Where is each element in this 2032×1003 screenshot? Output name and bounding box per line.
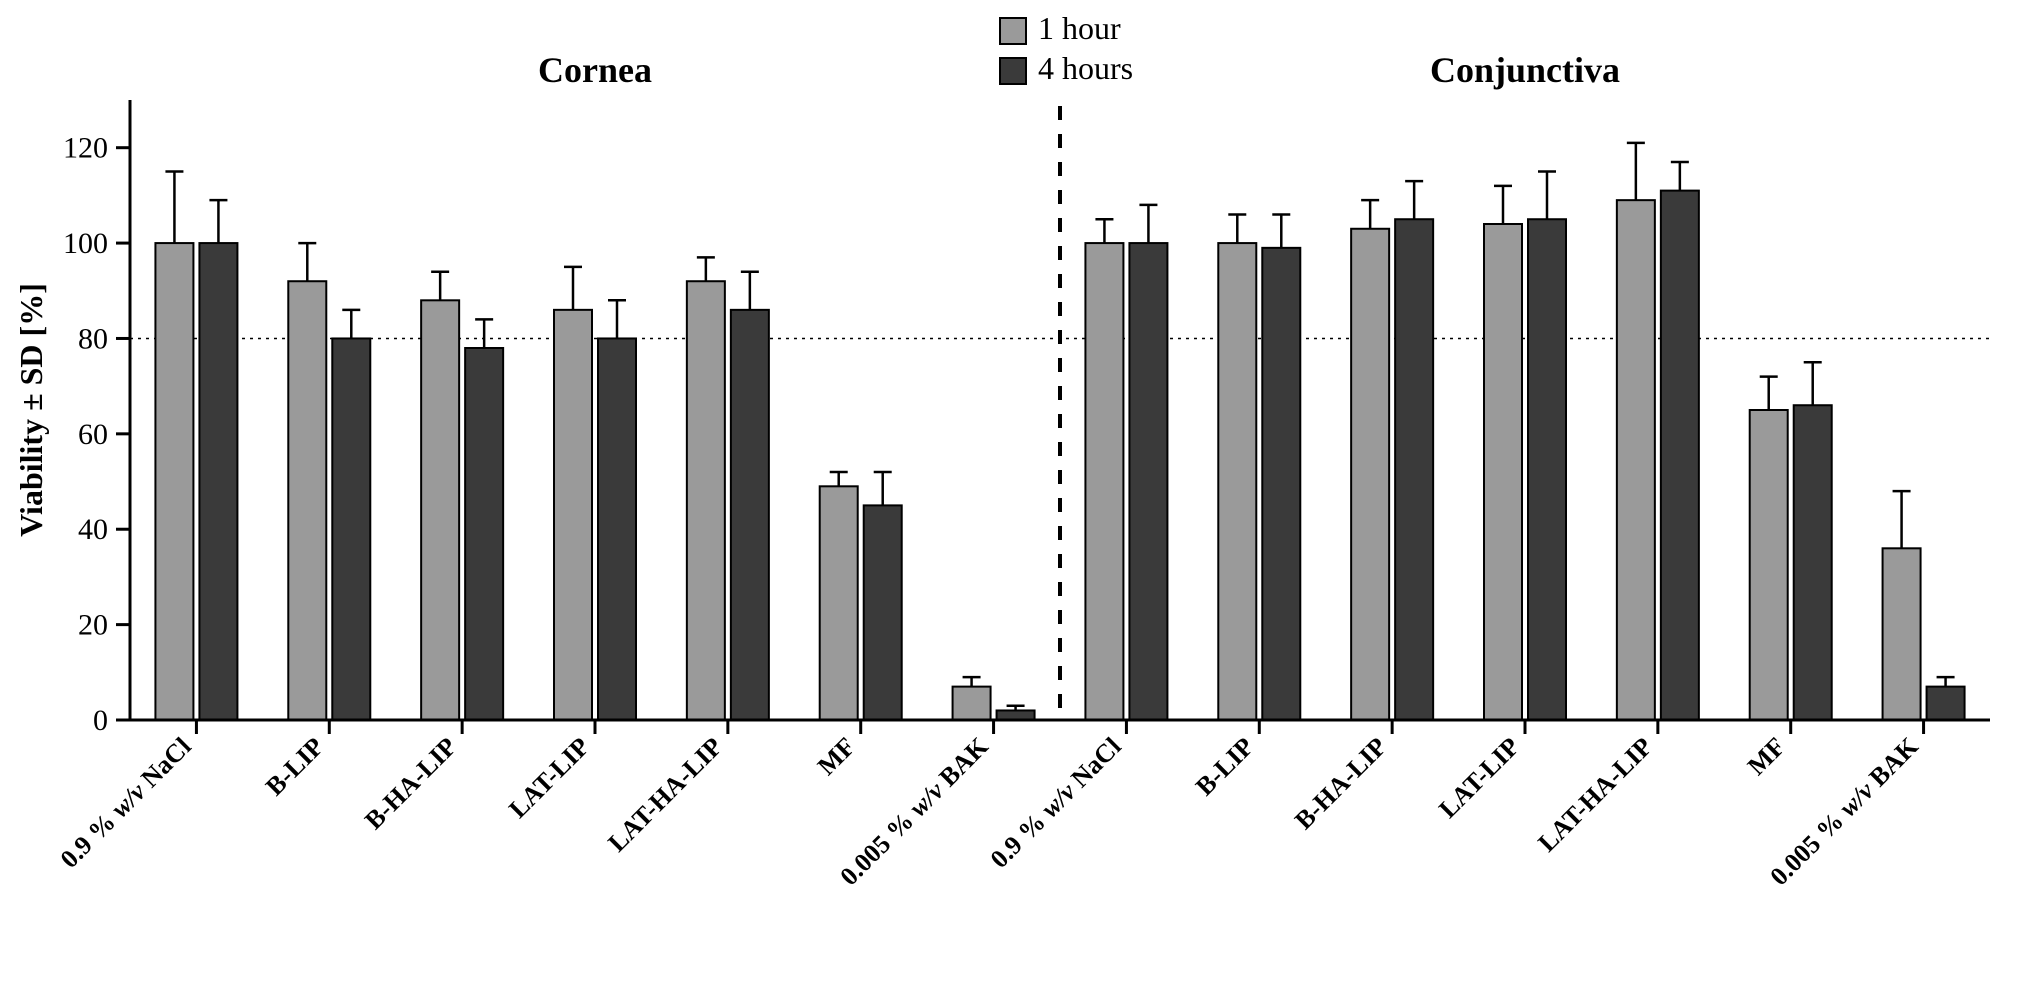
legend-swatch bbox=[1000, 18, 1026, 44]
bar bbox=[598, 338, 636, 720]
bar bbox=[1484, 224, 1522, 720]
viability-bar-chart: 0 20 40 60 80 100 120 Viability ± SD [%] 0.9 % w… bbox=[0, 0, 2032, 1003]
bar bbox=[465, 348, 503, 720]
bar bbox=[554, 310, 592, 720]
bar bbox=[1750, 410, 1788, 720]
bar bbox=[1351, 229, 1389, 720]
x-tick-label: B-LIP bbox=[1190, 732, 1260, 802]
bar bbox=[421, 300, 459, 720]
bar bbox=[953, 687, 991, 720]
bar bbox=[1883, 548, 1921, 720]
x-tick-label: MF bbox=[812, 732, 861, 781]
bar bbox=[687, 281, 725, 720]
legend-label: 4 hours bbox=[1038, 50, 1133, 86]
bar bbox=[288, 281, 326, 720]
x-tick-label: 0.005 % w/v BAK bbox=[834, 731, 994, 891]
bar bbox=[1395, 219, 1433, 720]
x-tick-label: LAT-HA-LIP bbox=[602, 732, 728, 858]
bar bbox=[1262, 248, 1300, 720]
y-tick-label: 60 bbox=[78, 418, 108, 451]
y-tick-label: 20 bbox=[78, 609, 108, 642]
bar bbox=[1528, 219, 1566, 720]
x-tick-label: LAT-LIP bbox=[1433, 732, 1525, 824]
x-tick-label: 0.005 % w/v BAK bbox=[1764, 731, 1924, 891]
panel-title: Cornea bbox=[538, 50, 652, 90]
x-tick-label: MF bbox=[1742, 732, 1791, 781]
legend-swatch bbox=[1000, 58, 1026, 84]
bar bbox=[731, 310, 769, 720]
x-tick-label: B-HA-LIP bbox=[359, 732, 462, 835]
x-tick-label: LAT-HA-LIP bbox=[1532, 732, 1658, 858]
y-tick-label: 40 bbox=[78, 513, 108, 546]
panel-title: Conjunctiva bbox=[1430, 50, 1620, 90]
bar bbox=[820, 486, 858, 720]
bar bbox=[1617, 200, 1655, 720]
x-tick-label: B-HA-LIP bbox=[1289, 732, 1392, 835]
x-tick-label: LAT-LIP bbox=[503, 732, 595, 824]
legend-label: 1 hour bbox=[1038, 10, 1121, 46]
x-tick-label: B-LIP bbox=[260, 732, 330, 802]
bar bbox=[1129, 243, 1167, 720]
bar bbox=[155, 243, 193, 720]
y-axis-label: Viability ± SD [%] bbox=[13, 283, 49, 537]
y-tick-label: 0 bbox=[93, 704, 108, 737]
y-tick-label: 80 bbox=[78, 322, 108, 355]
bar bbox=[1927, 687, 1965, 720]
chart-container: 0 20 40 60 80 100 120 Viability ± SD [%] 0.9 % w… bbox=[0, 0, 2032, 1003]
bar bbox=[864, 505, 902, 720]
bar bbox=[1794, 405, 1832, 720]
x-tick-label: 0.9 % w/v NaCl bbox=[55, 732, 197, 874]
x-tick-label: 0.9 % w/v NaCl bbox=[985, 732, 1127, 874]
y-tick-label: 100 bbox=[63, 227, 108, 260]
bar bbox=[332, 338, 370, 720]
bar bbox=[1085, 243, 1123, 720]
bar bbox=[199, 243, 237, 720]
bar bbox=[1661, 191, 1699, 720]
bar bbox=[1218, 243, 1256, 720]
y-tick-label: 120 bbox=[63, 132, 108, 165]
